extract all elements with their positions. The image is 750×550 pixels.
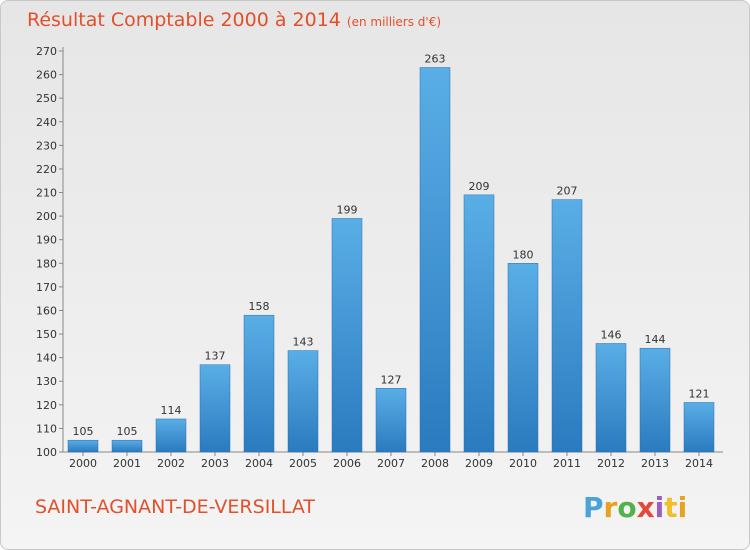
bar: [551, 199, 583, 453]
chart-data-labels: 105 105 114 137 158 143 199 127 263 209 180 207 146 1…: [73, 53, 710, 439]
x-tick-label: 2005: [289, 457, 317, 470]
bar: [375, 388, 407, 453]
bar-value-label: 144: [645, 333, 666, 346]
proxiti-logo[interactable]: Proxiti: [583, 491, 687, 524]
chart-bars: [67, 67, 715, 453]
bar-value-label: 263: [425, 53, 446, 66]
logo-letter: o: [617, 491, 637, 524]
y-tick-label: 210: [36, 187, 57, 200]
x-tick-label: 2004: [245, 457, 273, 470]
y-tick-label: 230: [36, 139, 57, 152]
x-tick-label: 2002: [157, 457, 185, 470]
y-tick-label: 190: [36, 234, 57, 247]
y-tick-label: 100: [36, 446, 57, 459]
y-tick-label: 130: [36, 375, 57, 388]
y-tick-label: 180: [36, 257, 57, 270]
bar-value-label: 143: [293, 336, 314, 349]
x-tick-label: 2006: [333, 457, 361, 470]
bar-value-label: 209: [469, 180, 490, 193]
logo-letter: r: [603, 491, 618, 524]
commune-name: SAINT-AGNANT-DE-VERSILLAT: [35, 496, 316, 518]
y-tick-label: 110: [36, 422, 57, 435]
bar-value-label: 105: [73, 425, 94, 438]
y-tick-label: 140: [36, 352, 57, 365]
x-tick-label: 2000: [69, 457, 97, 470]
x-tick-label: 2001: [113, 457, 141, 470]
bar-value-label: 146: [601, 328, 622, 341]
chart-title: Résultat Comptable 2000 à 2014 (en millie…: [27, 9, 441, 31]
x-tick-label: 2014: [685, 457, 713, 470]
bar-value-label: 137: [205, 350, 226, 363]
bar-value-label: 127: [381, 373, 402, 386]
x-tick-label: 2012: [597, 457, 625, 470]
logo-letter: t: [664, 491, 678, 524]
y-tick-label: 150: [36, 328, 57, 341]
logo-letter: i: [677, 491, 688, 524]
y-tick-label: 200: [36, 210, 57, 223]
bar: [199, 364, 231, 453]
bar-value-label: 158: [249, 300, 270, 313]
bar-value-label: 199: [337, 203, 358, 216]
chart-title-text: Résultat Comptable 2000 à 2014: [27, 9, 341, 31]
y-tick-label: 160: [36, 304, 57, 317]
bar: [639, 347, 671, 453]
bar: [683, 402, 715, 453]
bar: [595, 343, 627, 453]
x-tick-label: 2007: [377, 457, 405, 470]
bar: [331, 218, 363, 453]
bar: [463, 194, 495, 453]
bar: [67, 439, 99, 453]
bar-value-label: 114: [161, 404, 182, 417]
y-tick-label: 240: [36, 116, 57, 129]
x-tick-label: 2009: [465, 457, 493, 470]
y-tick-label: 170: [36, 281, 57, 294]
y-tick-label: 270: [36, 45, 57, 58]
y-tick-label: 260: [36, 69, 57, 82]
x-tick-label: 2003: [201, 457, 229, 470]
y-tick-label: 250: [36, 92, 57, 105]
bar: [507, 263, 539, 453]
bar: [419, 67, 451, 453]
x-tick-label: 2008: [421, 457, 449, 470]
bar: [155, 418, 187, 453]
bar: [287, 350, 319, 453]
x-tick-label: 2010: [509, 457, 537, 470]
bar: [243, 314, 275, 453]
bar-value-label: 180: [513, 248, 534, 261]
x-tick-label: 2013: [641, 457, 669, 470]
logo-letter: x: [636, 491, 655, 524]
y-tick-label: 120: [36, 399, 57, 412]
bar: [111, 439, 143, 453]
x-tick-label: 2011: [553, 457, 581, 470]
chart-subtitle: (en milliers d'€): [346, 15, 442, 29]
logo-letter: i: [654, 491, 665, 524]
bar-value-label: 105: [117, 425, 138, 438]
bar-value-label: 207: [557, 185, 578, 198]
logo-letter: P: [583, 491, 604, 524]
bar-value-label: 121: [689, 387, 710, 400]
y-tick-label: 220: [36, 163, 57, 176]
